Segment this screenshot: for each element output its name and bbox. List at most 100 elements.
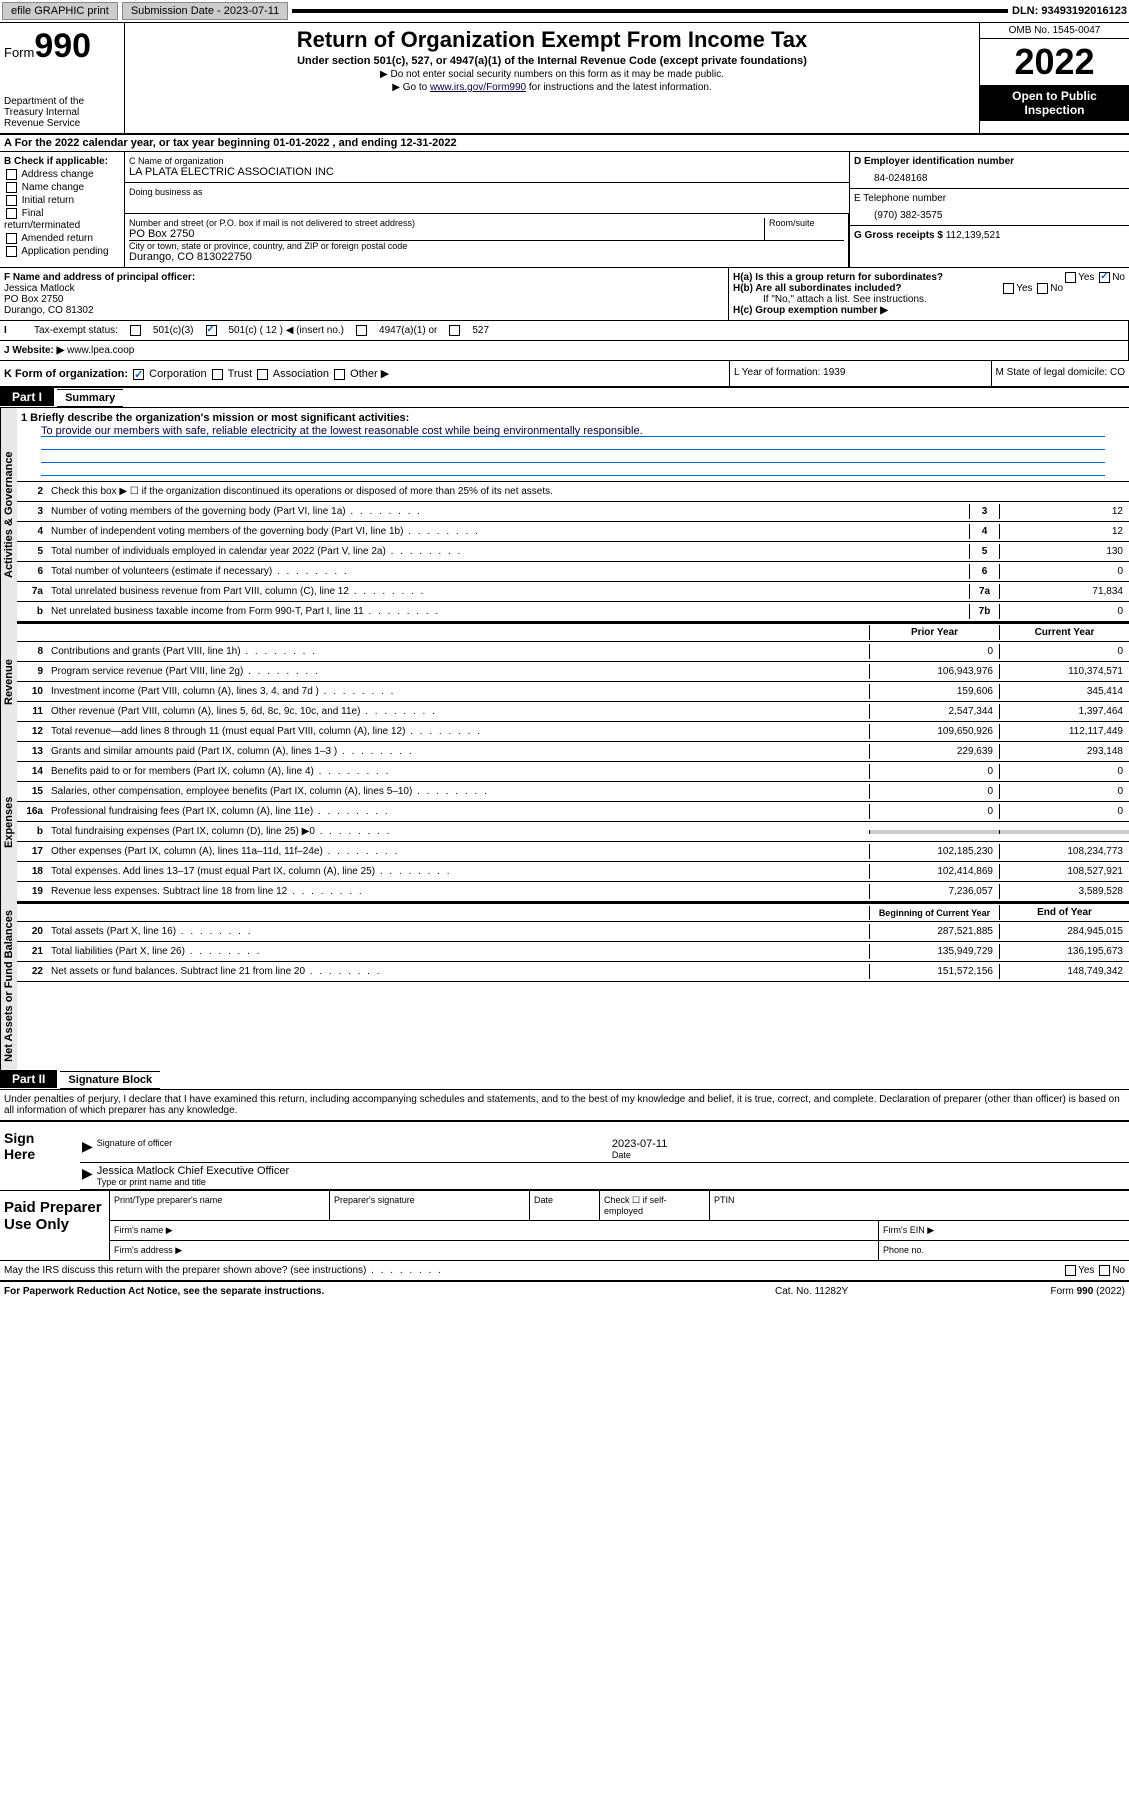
omb-number: OMB No. 1545-0047 [980,23,1129,39]
hdr-prior-year: Prior Year [869,625,999,640]
officer-addr2: Durango, CO 81302 [4,305,94,316]
line-6-value: 0 [999,564,1129,579]
prep-selfemp-hdr: Check ☐ if self-employed [600,1191,710,1220]
line-22-current: 148,749,342 [999,964,1129,979]
line-b-prior [869,830,999,834]
line-b-text: Total fundraising expenses (Part IX, col… [47,824,869,839]
chk-address-change[interactable]: Address change [4,169,120,180]
col-b-checkboxes: B Check if applicable: Address change Na… [0,152,125,267]
prep-sig-hdr: Preparer's signature [330,1191,530,1220]
line-9-current: 110,374,571 [999,664,1129,679]
line-17-prior: 102,185,230 [869,844,999,859]
line-15-prior: 0 [869,784,999,799]
line-22-prior: 151,572,156 [869,964,999,979]
line-19-current: 3,589,528 [999,884,1129,899]
vtab-netassets: Net Assets or Fund Balances [0,902,17,1070]
tax-year: 2022 [980,39,1129,85]
street-address: PO Box 2750 [129,228,764,240]
summary-revenue: Revenue Prior Year Current Year 8Contrib… [0,622,1129,742]
chk-501c[interactable] [206,325,217,336]
line-17-current: 108,234,773 [999,844,1129,859]
section-b-c-d-e: B Check if applicable: Address change Na… [0,152,1129,268]
line-19-prior: 7,236,057 [869,884,999,899]
line-b-current [999,830,1129,834]
col-d-e: D Employer identification number 84-0248… [849,152,1129,267]
row-f-h: F Name and address of principal officer:… [0,268,1129,321]
line-4-value: 12 [999,524,1129,539]
firm-phone-label: Phone no. [879,1241,1129,1260]
line-11-text: Other revenue (Part VIII, column (A), li… [47,704,869,719]
line-17-text: Other expenses (Part IX, column (A), lin… [47,844,869,859]
chk-527[interactable] [449,325,460,336]
line-7a-value: 71,834 [999,584,1129,599]
line-21-current: 136,195,673 [999,944,1129,959]
lbl-org-name: C Name of organization [129,156,845,166]
chk-initial-return[interactable]: Initial return [4,195,120,206]
state-domicile: M State of legal domicile: CO [992,361,1129,386]
top-toolbar: efile GRAPHIC print Submission Date - 20… [0,0,1129,23]
lbl-dba: Doing business as [129,187,845,197]
line-b-value: 0 [999,604,1129,619]
line-8-prior: 0 [869,644,999,659]
hc-group-exemption: H(c) Group exemption number ▶ [733,305,1125,316]
chk-other[interactable] [334,369,345,380]
line-b-text: Net unrelated business taxable income fr… [47,604,969,619]
line-11-current: 1,397,464 [999,704,1129,719]
chk-4947[interactable] [356,325,367,336]
lbl-street: Number and street (or P.O. box if mail i… [129,218,764,228]
row-j-website: J Website: ▶ www.lpea.coop [0,341,1129,361]
chk-app-pending[interactable]: Application pending [4,246,120,257]
part1-header: Part I Summary [0,388,1129,408]
line-3-text: Number of voting members of the governin… [47,504,969,519]
line-12-current: 112,117,449 [999,724,1129,739]
lbl-gross: G Gross receipts $ [854,230,943,241]
line-6-text: Total number of volunteers (estimate if … [47,564,969,579]
chk-amended[interactable]: Amended return [4,233,120,244]
line-16a-text: Professional fundraising fees (Part IX, … [47,804,869,819]
firm-ein-label: Firm's EIN ▶ [879,1221,1129,1240]
vtab-revenue: Revenue [0,622,17,742]
line-21-text: Total liabilities (Part X, line 26) [47,944,869,959]
col-c-org-info: C Name of organization LA PLATA ELECTRIC… [125,152,849,267]
line-5-value: 130 [999,544,1129,559]
lbl-city: City or town, state or province, country… [129,241,844,251]
lbl-officer: F Name and address of principal officer: [4,272,195,283]
row-a-tax-year: A For the 2022 calendar year, or tax yea… [0,135,1129,152]
ha-group-return: H(a) Is this a group return for subordin… [733,272,1125,283]
summary-netassets: Net Assets or Fund Balances Beginning of… [0,902,1129,1070]
chk-association[interactable] [257,369,268,380]
city-state-zip: Durango, CO 813022750 [129,251,844,263]
pra-notice: For Paperwork Reduction Act Notice, see … [4,1286,775,1297]
chk-501c3[interactable] [130,325,141,336]
line-19-text: Revenue less expenses. Subtract line 18 … [47,884,869,899]
sign-here-label: Sign Here [0,1122,70,1190]
mission-label: 1 Briefly describe the organization's mi… [21,412,1125,424]
prep-ptin-hdr: PTIN [710,1191,1129,1220]
line-5-text: Total number of individuals employed in … [47,544,969,559]
firm-addr-label: Firm's address ▶ [110,1241,879,1260]
line-11-prior: 2,547,344 [869,704,999,719]
chk-corporation[interactable] [133,369,144,380]
line-10-text: Investment income (Part VIII, column (A)… [47,684,869,699]
irs-link[interactable]: www.irs.gov/Form990 [430,82,526,93]
form-header: Form990 Department of the Treasury Inter… [0,23,1129,135]
officer-name-title: Jessica Matlock Chief Executive Officer [97,1165,1127,1177]
black-spacer [292,9,1008,13]
line-22-text: Net assets or fund balances. Subtract li… [47,964,869,979]
chk-name-change[interactable]: Name change [4,182,120,193]
line-15-current: 0 [999,784,1129,799]
chk-final-return[interactable]: Final return/terminated [4,208,120,230]
ein-value: 84-0248168 [874,173,1125,184]
page-footer: For Paperwork Reduction Act Notice, see … [0,1281,1129,1301]
chk-trust[interactable] [212,369,223,380]
officer-addr1: PO Box 2750 [4,294,63,305]
efile-print-button[interactable]: efile GRAPHIC print [2,2,118,20]
hdr-begin-year: Beginning of Current Year [869,906,999,920]
cat-no: Cat. No. 11282Y [775,1286,975,1297]
paid-preparer-block: Paid Preparer Use Only Print/Type prepar… [0,1190,1129,1261]
line-12-text: Total revenue—add lines 8 through 11 (mu… [47,724,869,739]
vtab-expenses: Expenses [0,742,17,902]
sig-date-val: 2023-07-11 [612,1138,1127,1150]
phone-value: (970) 382-3575 [874,210,1125,221]
line-4-text: Number of independent voting members of … [47,524,969,539]
